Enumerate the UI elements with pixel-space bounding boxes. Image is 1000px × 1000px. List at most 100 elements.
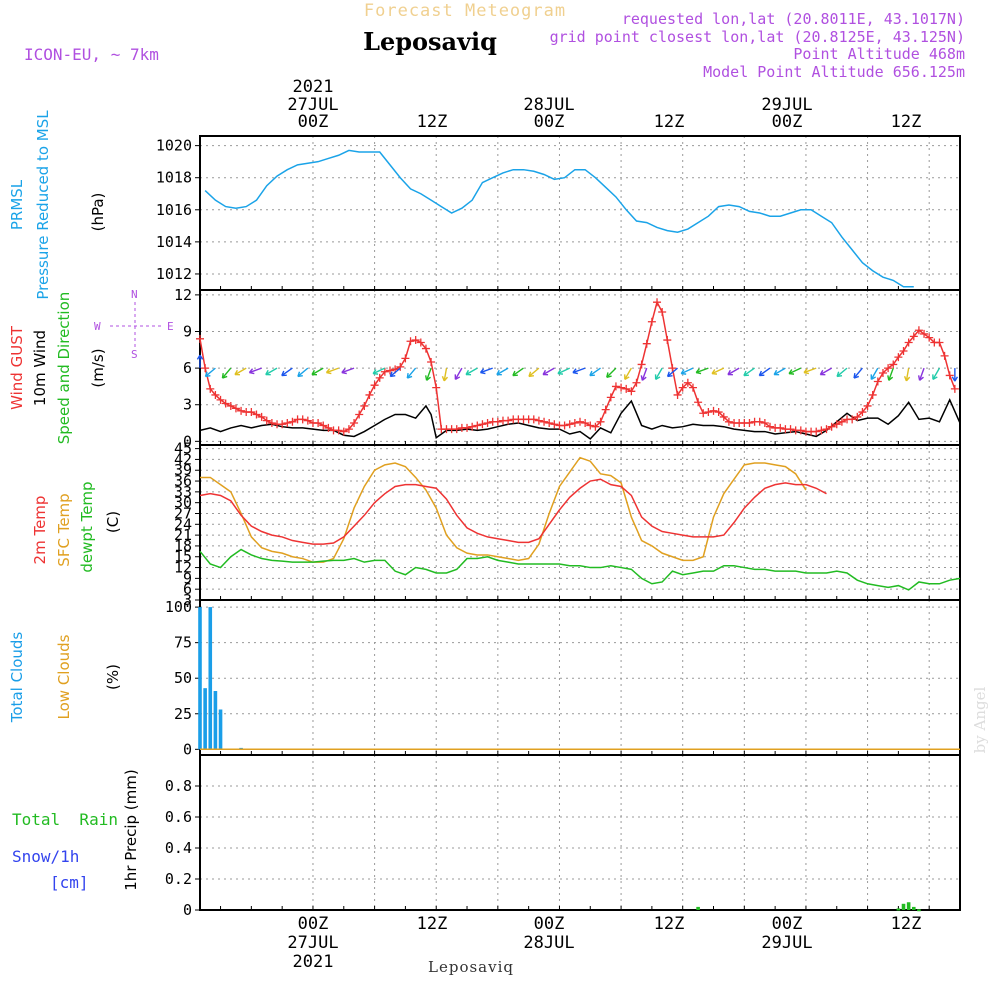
wind-direction-arrow bbox=[820, 367, 832, 376]
cloud-bar bbox=[213, 691, 218, 750]
p1-label-pressure: Pressure Reduced to MSL bbox=[34, 110, 52, 300]
cloud-bar bbox=[203, 688, 207, 750]
series-wind-gust-marker bbox=[570, 419, 579, 428]
y-tick-label: 25 bbox=[174, 705, 192, 723]
y-tick-label: 45 bbox=[174, 440, 192, 458]
series-wind-gust-marker bbox=[591, 422, 600, 431]
series-wind-gust-marker bbox=[668, 364, 677, 373]
wind-direction-arrowhead bbox=[917, 375, 924, 381]
p3-label-sfc: SFC Temp bbox=[55, 493, 73, 566]
series-wind-gust-marker bbox=[350, 419, 359, 428]
series-wind-gust-marker bbox=[540, 417, 549, 426]
series-wind-gust-marker bbox=[365, 390, 374, 399]
wind-direction-arrow bbox=[888, 367, 894, 381]
rain-bar bbox=[911, 906, 916, 910]
wind-direction-arrow bbox=[542, 367, 555, 376]
series-sfc-temp bbox=[200, 456, 807, 563]
series-wind-gust-marker bbox=[478, 420, 487, 429]
wind-direction-arrow bbox=[204, 367, 216, 378]
series-wind-gust-marker bbox=[303, 416, 312, 425]
top-hour-6: 12Z bbox=[891, 112, 922, 132]
series-wind-gust-marker bbox=[247, 408, 256, 417]
series-wind-gust-marker bbox=[196, 334, 204, 343]
p3-label-unit: (C) bbox=[104, 511, 122, 533]
wind-direction-arrow bbox=[425, 367, 432, 381]
series-wind-gust-marker bbox=[576, 417, 584, 426]
wind-direction-arrowhead bbox=[727, 369, 733, 376]
wind-direction-arrowhead bbox=[196, 354, 204, 360]
top-date-3: 29JUL bbox=[761, 95, 812, 115]
series-wind-gust-marker bbox=[606, 393, 615, 402]
series-wind-gust-marker bbox=[642, 339, 651, 348]
p3-label-dew: dewpt Temp bbox=[78, 481, 96, 572]
y-tick-label: 27 bbox=[174, 504, 192, 522]
wind-direction-arrowhead bbox=[221, 373, 228, 379]
wind-direction-arrowhead bbox=[265, 369, 271, 376]
wind-direction-arrow bbox=[743, 367, 755, 377]
wind-direction-arrow bbox=[836, 367, 848, 378]
y-tick-label: 0.8 bbox=[165, 777, 192, 795]
series-wind-gust-marker bbox=[529, 415, 538, 424]
series-wind-gust-marker bbox=[231, 404, 240, 413]
wind-direction-arrowhead bbox=[819, 369, 826, 376]
series-wind-gust-marker bbox=[786, 425, 795, 434]
series-wind-gust-marker bbox=[468, 422, 477, 431]
series-wind-gust-marker bbox=[950, 384, 959, 393]
wind-direction-arrow bbox=[372, 367, 386, 375]
p4-label-unit: (%) bbox=[104, 664, 122, 690]
wind-direction-arrowhead bbox=[803, 368, 810, 375]
p2-label-wind: 10m Wind bbox=[31, 330, 49, 406]
wind-direction-arrowhead bbox=[624, 374, 630, 380]
series-dewpoint bbox=[199, 548, 961, 591]
y-tick-label: 21 bbox=[174, 526, 192, 544]
series-wind-gust-marker bbox=[611, 382, 620, 391]
panel-frame bbox=[199, 444, 961, 601]
wind-direction-arrow bbox=[788, 367, 802, 375]
p5-label-snow: Snow/1h bbox=[12, 847, 79, 866]
subtitle: Forecast Meteogram bbox=[364, 1, 566, 21]
series-wind-gust-marker bbox=[504, 416, 513, 425]
wind-direction-arrowhead bbox=[248, 368, 255, 375]
series-wind-gust-marker bbox=[221, 399, 230, 408]
p2-label-dir: Speed and Direction bbox=[55, 292, 73, 445]
y-tick-label: 0.2 bbox=[165, 870, 192, 888]
location-title: Leposaviq bbox=[363, 27, 497, 56]
p1-label-unit: (hPa) bbox=[89, 193, 107, 232]
series-wind-gust-marker bbox=[714, 408, 723, 417]
wind-direction-arrow bbox=[727, 367, 740, 376]
wind-direction-arrow bbox=[773, 367, 786, 376]
series-wind-gust-marker bbox=[380, 367, 389, 376]
series-wind-gust-marker bbox=[314, 419, 323, 428]
cloud-bar bbox=[218, 709, 223, 750]
series-wind-gust-marker bbox=[925, 333, 934, 342]
y-tick-label: 100 bbox=[165, 598, 192, 616]
bottom-hour-3: 00Z bbox=[534, 914, 565, 934]
wind-direction-arrow bbox=[311, 367, 324, 376]
series-wind-gust-marker bbox=[694, 398, 703, 407]
y-tick-label: 1020 bbox=[156, 137, 192, 155]
series-wind-gust-marker bbox=[766, 422, 774, 431]
series-wind-gust-marker bbox=[211, 390, 220, 399]
p2-label-gust: Wind GUST bbox=[8, 325, 26, 410]
series-wind-gust-marker bbox=[252, 410, 261, 419]
bottom-hour-1: 00Z bbox=[298, 914, 329, 934]
p2-label-unit: (m/s) bbox=[89, 348, 107, 387]
top-year: 2021 bbox=[293, 77, 334, 97]
series-wind-gust-marker bbox=[560, 421, 569, 430]
panel-frame bbox=[199, 135, 961, 291]
top-date-2: 28JUL bbox=[523, 95, 574, 115]
model-label: ICON-EU, ~ 7km bbox=[24, 45, 159, 64]
wind-direction-arrowhead bbox=[204, 371, 211, 378]
compass-south: S bbox=[131, 348, 138, 361]
series-wind-gust-marker bbox=[406, 337, 415, 346]
wind-direction-arrowhead bbox=[788, 369, 795, 375]
credit: by Angel bbox=[971, 686, 989, 753]
series-wind-gust-marker bbox=[832, 420, 841, 429]
series-wind-gust-marker bbox=[658, 307, 667, 316]
series-wind-gust-marker bbox=[889, 360, 898, 369]
wind-direction-arrowhead bbox=[589, 370, 595, 377]
series-wind-gust-marker bbox=[940, 351, 949, 360]
series-wind-gust-marker bbox=[622, 384, 631, 393]
series-wind-gust-marker bbox=[596, 417, 605, 426]
